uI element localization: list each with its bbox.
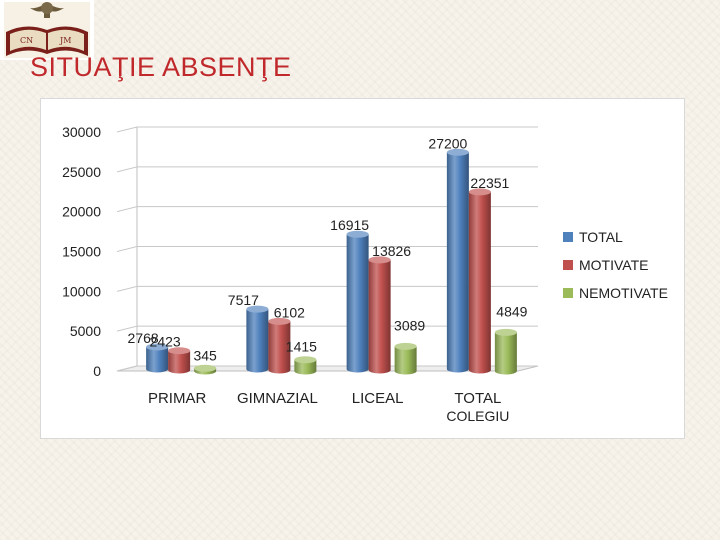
y-tick-label: 30000: [62, 124, 101, 140]
gridline: [116, 325, 538, 332]
bar-top-total-2: [346, 230, 369, 238]
gridline: [116, 246, 538, 252]
data-label: 22351: [470, 175, 509, 191]
school-crest-icon: CN JM: [0, 0, 94, 60]
logo-letters-right: JM: [59, 36, 71, 45]
legend-swatch-total: [563, 232, 573, 242]
x-tick-label: PRIMAR: [148, 390, 207, 407]
data-label: 27200: [428, 135, 467, 151]
bar-top-nemotivate-1: [294, 356, 317, 364]
bar-motivate-3: [468, 191, 491, 374]
bar-nemotivate-1: [294, 359, 317, 375]
x-tick-label-line2: COLEGIU: [446, 408, 509, 424]
bar-total-3: [446, 152, 469, 373]
bar-top-total-1: [246, 305, 269, 313]
bar-top-motivate-1: [268, 317, 291, 325]
bar-top-nemotivate-2: [394, 342, 417, 350]
x-tick-label: LICEAL: [352, 390, 404, 407]
y-tick-label: 10000: [62, 283, 101, 299]
y-tick-label: 5000: [70, 323, 101, 339]
bar-total-1: [246, 309, 269, 373]
legend-swatch-nemotivate: [563, 288, 573, 298]
bar-motivate-1: [268, 321, 291, 374]
data-label: 13826: [372, 243, 411, 259]
gridline: [116, 206, 538, 213]
data-label: 1415: [286, 339, 317, 355]
bar-motivate-2: [368, 259, 391, 374]
bar-top-total-3: [446, 148, 469, 156]
logo-letters-left: CN: [20, 36, 33, 45]
legend-swatch-motivate: [563, 260, 573, 270]
bar-top-motivate-2: [368, 256, 391, 264]
bar-top-motivate-0: [168, 347, 191, 355]
bar-nemotivate-2: [394, 346, 417, 375]
bar-total-2: [346, 234, 369, 373]
bar-top-total-0: [146, 343, 169, 351]
data-label: 7517: [228, 292, 259, 308]
bar-top-nemotivate-3: [494, 328, 517, 336]
slide-title: SITUAŢIE ABSENŢE: [30, 52, 292, 82]
chart-frame: 0 5000 10000 15000 20000 25000 30000 2768 2423 34…: [40, 98, 685, 439]
y-tick-label: 20000: [62, 204, 101, 220]
bar-motivate-0: [168, 350, 191, 374]
data-label: 16915: [330, 217, 369, 233]
y-tick-label: 0: [93, 363, 101, 379]
bar-top-motivate-3: [468, 188, 491, 196]
data-label: 6102: [274, 304, 305, 320]
data-label: 2423: [150, 334, 181, 350]
bar-total-0: [146, 346, 169, 373]
y-tick-label: 25000: [62, 164, 101, 180]
gridline: [116, 166, 538, 173]
gridline: [116, 285, 538, 292]
gridline: [116, 126, 538, 133]
data-label: 345: [193, 347, 217, 363]
data-label: 2768: [128, 330, 159, 346]
data-label: 4849: [496, 303, 527, 319]
legend-label-motivate: MOTIVATE: [579, 257, 648, 273]
bar-top-nemotivate-0: [194, 364, 217, 372]
legend-label-nemotivate: NEMOTIVATE: [579, 285, 668, 301]
bar-nemotivate-3: [494, 332, 517, 375]
data-label: 3089: [394, 317, 425, 333]
legend-label-total: TOTAL: [579, 229, 623, 245]
x-tick-label: GIMNAZIAL: [237, 390, 318, 407]
x-tick-label: TOTAL: [454, 390, 501, 407]
y-tick-label: 15000: [62, 244, 101, 260]
